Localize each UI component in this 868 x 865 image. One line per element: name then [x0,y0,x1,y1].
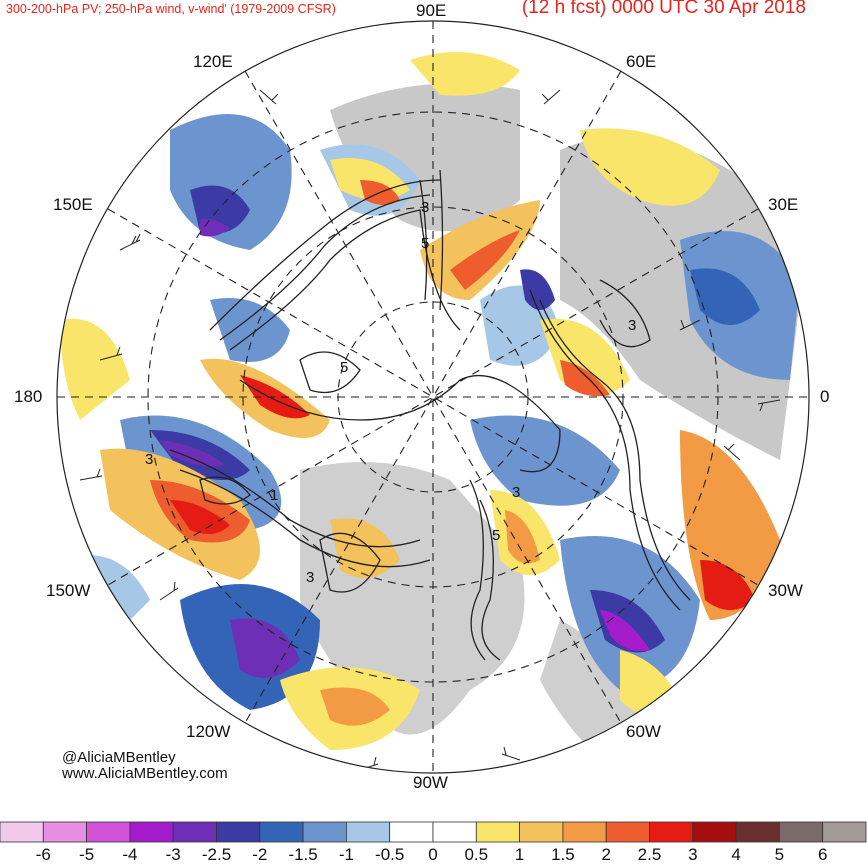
lon-label-90w: 90W [413,773,448,792]
colorbar-tick-label: 4 [731,845,741,864]
lon-label-150e: 150E [53,195,93,214]
colorbar-tick-label: -5 [79,845,95,864]
map-fields [57,21,809,773]
colorbar-swatch [475,821,520,843]
colorbar-swatch [519,821,564,843]
colorbar-tick-label: 1.5 [551,845,575,864]
lon-label-120w: 120W [186,722,231,741]
lon-label-60w: 60W [626,722,661,741]
right-title: (12 h fcst) 0000 UTC 30 Apr 2018 [521,0,806,18]
contour-label: 3 [306,569,314,586]
contour-label: 3 [512,484,520,501]
colorbar-tick-label: -3 [165,845,181,864]
colorbar [0,821,867,843]
contour-label: 5 [492,527,500,544]
colorbar-swatch [692,821,737,843]
colorbar-tick-label: -4 [122,845,138,864]
lon-label-0: 0 [820,387,830,406]
colorbar-tick-label: -2 [252,845,268,864]
colorbar-swatch [259,821,304,843]
colorbar-swatch [345,821,391,843]
polar-map: 3 5 5 3 3 5 3 1 3 [56,20,810,774]
colorbar-tick-label: -1 [338,845,354,864]
colorbar-swatch [605,821,650,843]
colorbar-tick-label: -6 [35,845,51,864]
land-mass [540,620,640,760]
colorbar-tick-label: -0.5 [375,845,405,864]
colorbar-tick-label: -1.5 [288,845,318,864]
contour-label: 3 [145,451,153,468]
lon-label-30w: 30W [768,581,803,600]
contour-label: 3 [421,199,429,216]
pv-contours [169,169,691,661]
credit-handle: @AliciaMBentley [62,749,176,766]
contour-label: 3 [628,317,636,334]
lon-label-180: 180 [14,387,43,406]
colorbar-swatch [42,821,87,843]
contour-label: 1 [270,487,278,504]
colorbar-tick-label: 0.5 [464,845,489,864]
colorbar-tick-label: 0 [428,845,438,864]
colorbar-swatch [86,821,131,843]
colorbar-tick-label: 1 [514,845,525,864]
lon-label-30e: 30E [768,195,799,214]
lon-label-120e: 120E [193,52,233,71]
colorbar-tick-label: 6 [817,845,828,864]
colorbar-swatch [0,821,44,843]
colorbar-tick-label: 5 [774,845,785,864]
colorbar-swatch [129,821,174,843]
colorbar-swatch [562,821,607,843]
map-boundary [56,20,810,774]
colorbar-tick-label: 3 [688,845,698,864]
colorbar-swatch [389,821,434,843]
graticule [57,21,809,773]
lon-label-90e: 90E [416,1,447,20]
colorbar-swatch [216,821,261,843]
negative-anomalies [60,114,800,710]
colorbar-swatch [779,821,824,843]
colorbar-tick-label: 2 [601,845,611,864]
contour-label: 5 [340,359,348,376]
colorbar-tick-label: 2.5 [637,845,662,864]
colorbar-swatch [302,821,347,843]
colorbar-swatch [735,821,780,843]
credit-website: www.AliciaMBentley.com [62,765,228,782]
contour-value-labels: 3 5 5 3 3 5 3 1 3 [145,199,636,586]
lon-label-60e: 60E [626,52,657,71]
colorbar-swatch [172,821,217,843]
colorbar-swatch [649,821,694,843]
lon-label-150w: 150W [46,581,91,600]
colorbar-swatch [432,821,477,843]
colorbar-swatch [822,821,867,843]
colorbar-tick-label: -2.5 [201,845,232,864]
contour-label: 5 [421,235,429,252]
left-title: 300-200-hPa PV; 250-hPa wind, v-wind' (1… [6,2,336,16]
positive-anomalies [60,52,780,750]
land-mass [560,136,800,460]
